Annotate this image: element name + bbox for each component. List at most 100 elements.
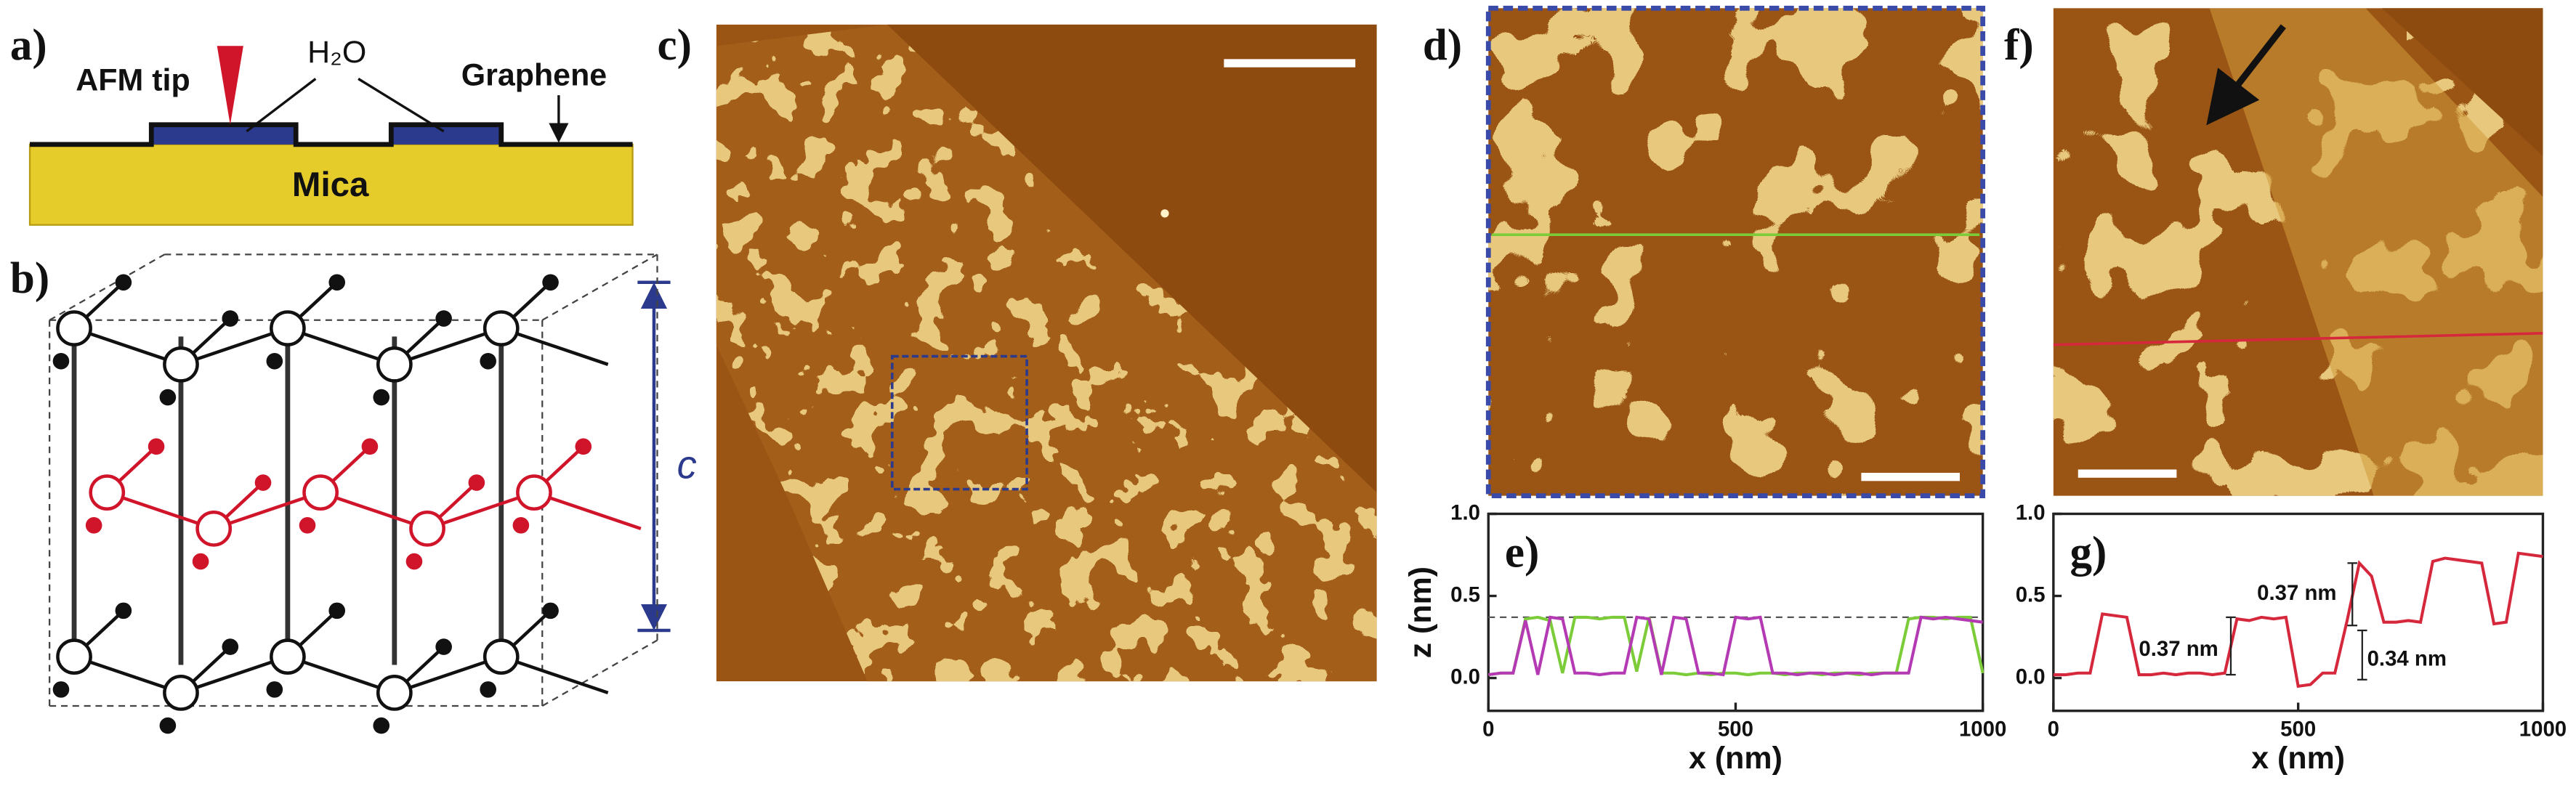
atom bbox=[483, 638, 520, 675]
water-layer bbox=[151, 126, 296, 145]
folded-graphene bbox=[2209, 8, 2543, 496]
panel-f: f) bbox=[2004, 8, 2543, 496]
arrow bbox=[2206, 24, 2286, 126]
atom bbox=[409, 510, 445, 547]
mica-substrate bbox=[28, 143, 634, 226]
y-tick-label: 0.0 bbox=[1450, 665, 1480, 689]
atom bbox=[376, 346, 413, 383]
scale-bar bbox=[1861, 473, 1961, 482]
x-tick-label: 0 bbox=[2048, 718, 2059, 742]
atom bbox=[266, 352, 283, 370]
cell-edge bbox=[541, 639, 658, 707]
panel-label: f) bbox=[2004, 21, 2034, 70]
panel-label: b) bbox=[10, 254, 49, 303]
plot-frame bbox=[1487, 512, 1985, 712]
particle bbox=[1160, 209, 1169, 218]
water-layer bbox=[391, 126, 501, 145]
atom bbox=[405, 553, 423, 570]
atom bbox=[222, 310, 239, 327]
atom bbox=[159, 717, 177, 734]
atom bbox=[56, 638, 92, 675]
bond bbox=[287, 655, 395, 695]
bond bbox=[501, 655, 609, 695]
x-axis-label: x (nm) bbox=[2251, 741, 2345, 776]
panel-label: c) bbox=[657, 21, 691, 70]
atom bbox=[270, 310, 306, 346]
y-axis-label: z (nm) bbox=[1403, 566, 1438, 658]
panel-label: a) bbox=[10, 21, 47, 70]
atom bbox=[266, 681, 283, 698]
atom bbox=[254, 474, 272, 491]
atom bbox=[56, 310, 92, 346]
atom bbox=[361, 438, 379, 455]
atom bbox=[115, 274, 132, 291]
atom bbox=[192, 553, 209, 570]
tip-label: AFM tip bbox=[76, 62, 190, 97]
bond bbox=[106, 490, 214, 530]
water-label: H₂O bbox=[307, 35, 366, 70]
bond bbox=[501, 326, 609, 366]
atom bbox=[89, 474, 126, 511]
zoom-box bbox=[890, 354, 1028, 491]
atom bbox=[483, 310, 520, 346]
atom bbox=[516, 474, 552, 511]
atom bbox=[512, 517, 530, 534]
x-axis-label: x (nm) bbox=[1689, 741, 1782, 776]
atom bbox=[195, 510, 233, 547]
y-tick-label: 1.0 bbox=[2016, 500, 2046, 524]
atom bbox=[115, 602, 132, 620]
atom bbox=[542, 274, 559, 291]
bond bbox=[427, 490, 535, 530]
atom bbox=[222, 638, 239, 655]
atom bbox=[159, 389, 177, 406]
x-tick-label: 500 bbox=[2280, 718, 2316, 742]
bond bbox=[394, 326, 502, 366]
y-tick-label: 1.0 bbox=[1450, 500, 1480, 524]
atom bbox=[373, 389, 390, 406]
water-islands bbox=[1488, 8, 1983, 496]
atom bbox=[542, 602, 559, 620]
annotation: 0.34 nm bbox=[2367, 646, 2447, 670]
scale-bar bbox=[1224, 59, 1356, 68]
afm-tip bbox=[217, 46, 243, 125]
x-tick-label: 0 bbox=[1482, 718, 1494, 742]
atom bbox=[328, 602, 346, 620]
annotation: 0.37 nm bbox=[2139, 637, 2218, 661]
data-line bbox=[1488, 615, 1985, 677]
atom bbox=[480, 681, 496, 698]
bond bbox=[213, 490, 321, 530]
atom bbox=[435, 638, 452, 655]
x-tick-label: 1000 bbox=[2519, 718, 2567, 742]
atom bbox=[435, 310, 452, 327]
atom bbox=[328, 274, 346, 291]
bond bbox=[394, 655, 502, 695]
profile-line bbox=[2053, 332, 2543, 346]
y-tick-label: 0.0 bbox=[2016, 665, 2046, 689]
atom bbox=[52, 681, 70, 698]
graphene-sheet bbox=[30, 122, 633, 147]
atom bbox=[302, 474, 339, 511]
bond bbox=[320, 490, 428, 530]
panel-label: g) bbox=[2070, 528, 2107, 577]
panel-c: c) bbox=[657, 21, 1377, 682]
atom bbox=[480, 352, 496, 370]
atom bbox=[163, 675, 199, 711]
atom bbox=[376, 675, 413, 711]
annotation: 0.37 nm bbox=[2257, 581, 2336, 605]
data-line bbox=[2053, 551, 2543, 689]
graphene-label: Graphene bbox=[461, 58, 607, 93]
pointer bbox=[358, 78, 445, 133]
atom bbox=[299, 517, 316, 534]
y-tick-label: 0.5 bbox=[2016, 582, 2046, 606]
atom bbox=[163, 346, 199, 383]
atom bbox=[270, 638, 306, 675]
mica-label: Mica bbox=[292, 166, 369, 204]
atom bbox=[468, 474, 485, 491]
x-tick-label: 500 bbox=[1718, 718, 1753, 742]
data-line bbox=[1488, 615, 1983, 677]
bond bbox=[287, 326, 395, 366]
bond bbox=[180, 655, 288, 695]
scale-bar bbox=[2078, 469, 2177, 478]
x-tick-label: 1000 bbox=[1959, 718, 2006, 742]
panel-label: e) bbox=[1505, 528, 1539, 577]
